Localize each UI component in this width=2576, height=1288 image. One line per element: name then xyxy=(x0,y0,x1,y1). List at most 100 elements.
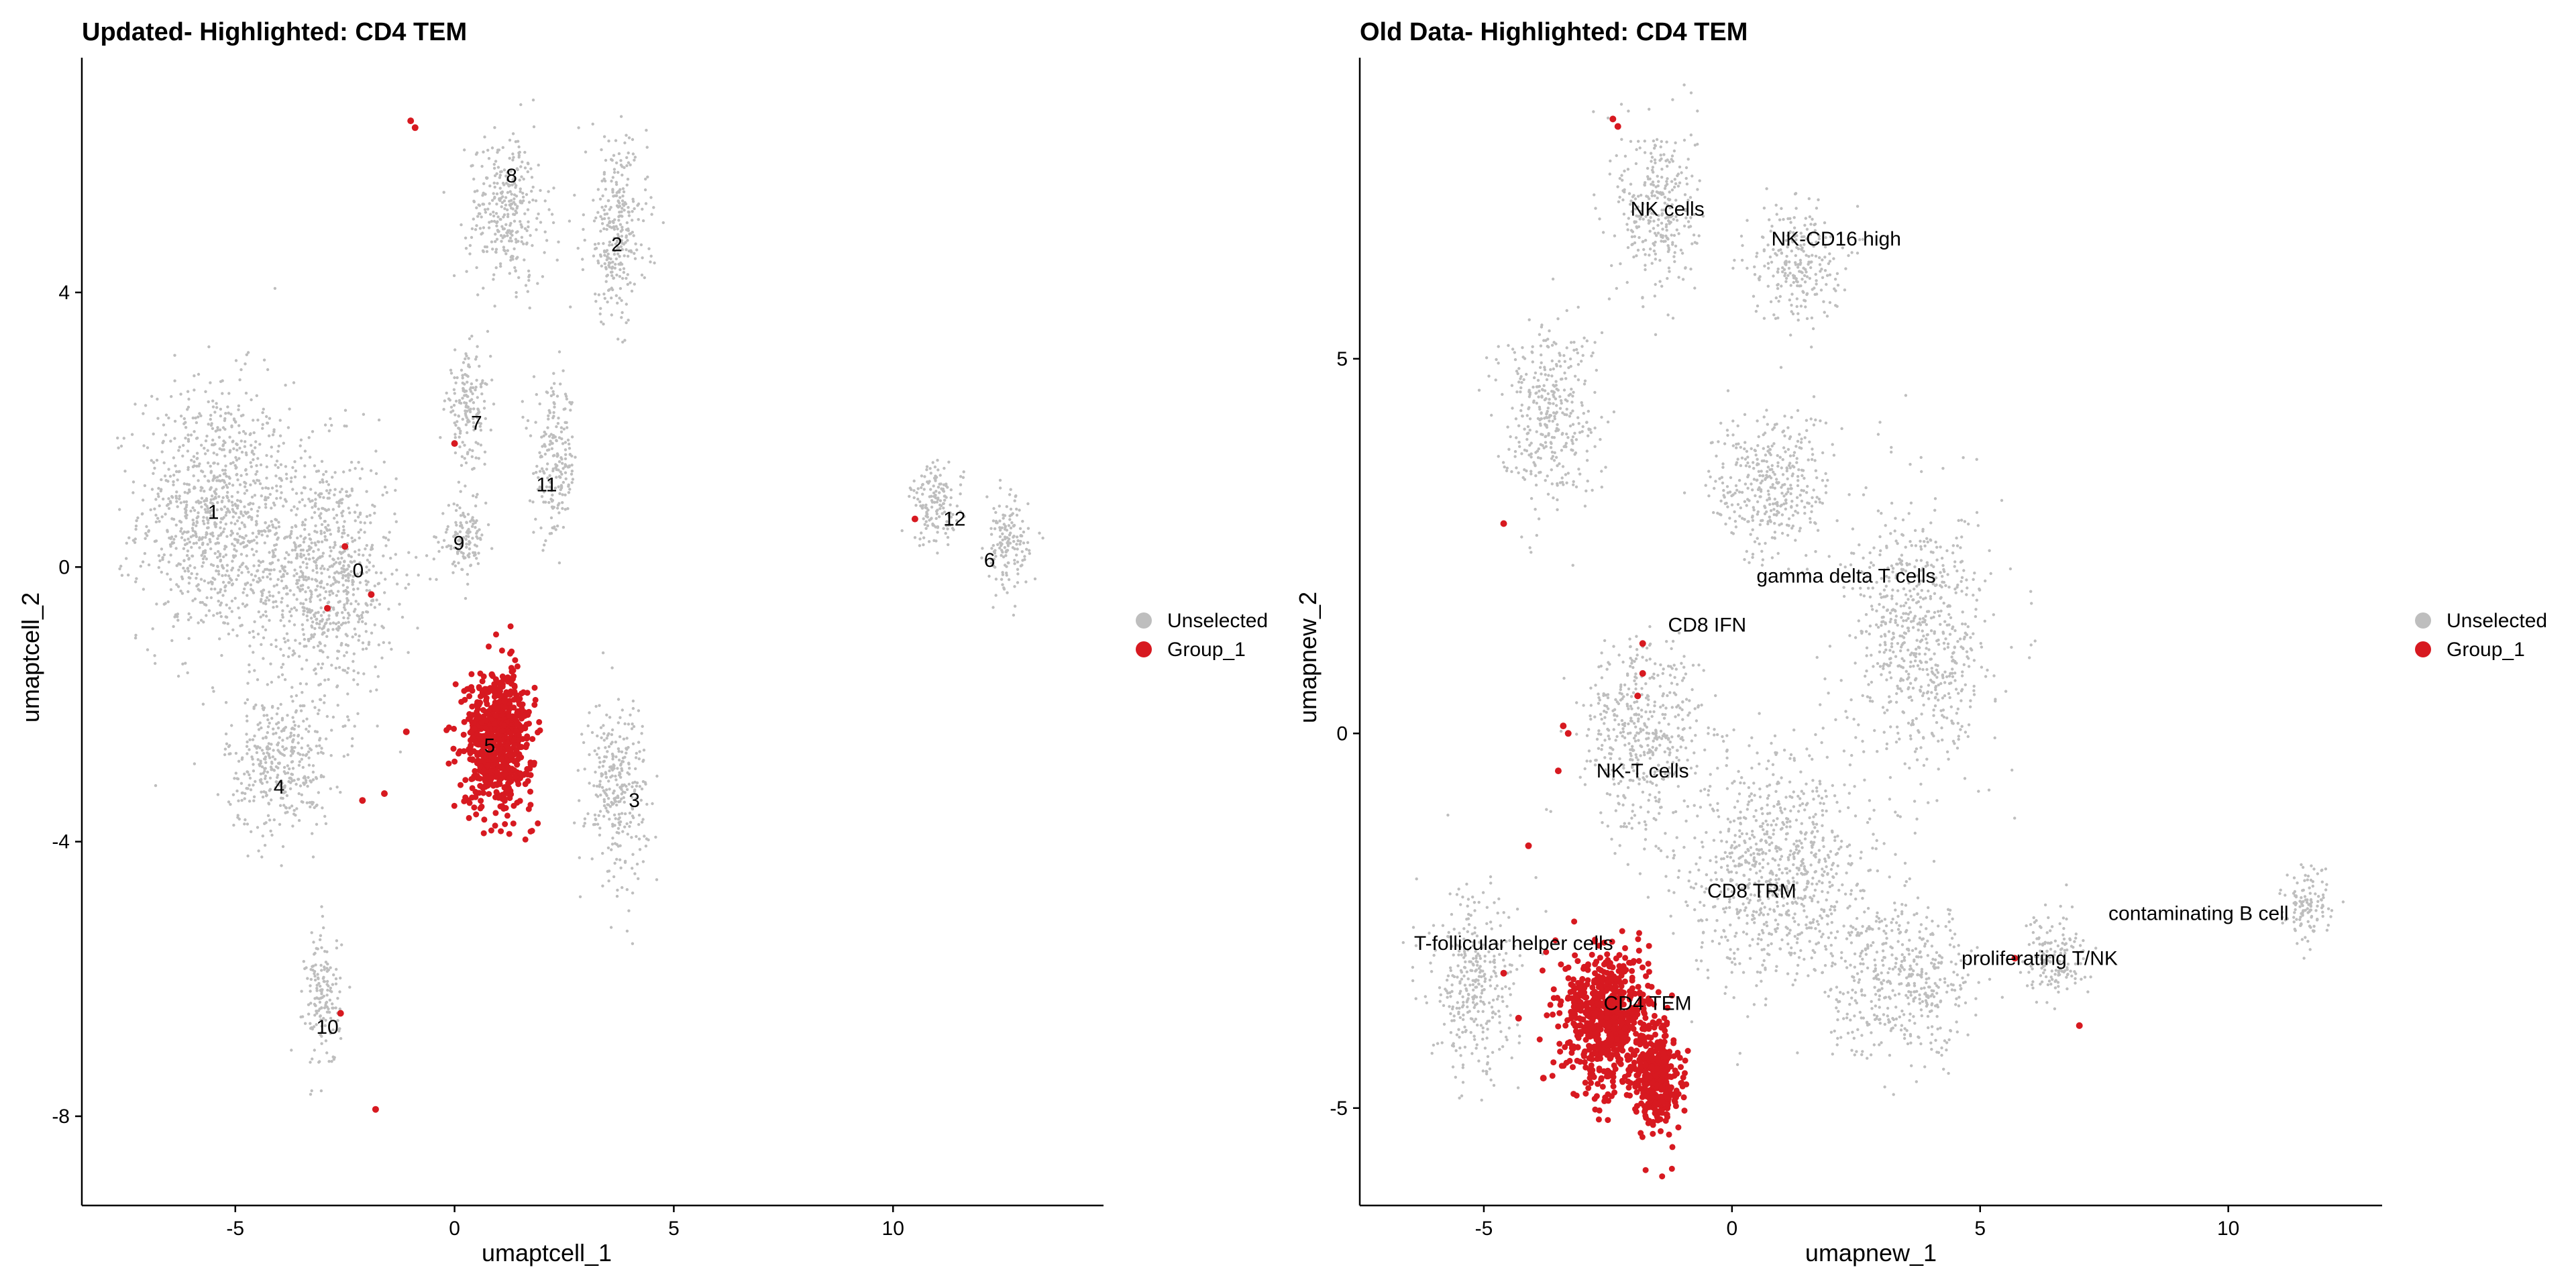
unselected-point xyxy=(1038,531,1041,535)
unselected-point xyxy=(316,973,319,976)
unselected-point xyxy=(329,989,332,993)
unselected-point xyxy=(614,741,617,744)
y-tick-label: 4 xyxy=(58,282,70,304)
unselected-point xyxy=(264,767,267,770)
unselected-point xyxy=(616,227,619,231)
unselected-point xyxy=(173,615,176,619)
unselected-point xyxy=(998,529,1002,532)
group-1-point xyxy=(506,712,513,719)
unselected-point xyxy=(274,474,278,478)
group-1-point xyxy=(519,715,525,722)
unselected-point xyxy=(1689,91,1693,95)
unselected-point xyxy=(1655,138,1659,142)
group-1-point xyxy=(473,741,480,747)
unselected-point xyxy=(998,486,1002,490)
unselected-point xyxy=(295,598,299,601)
unselected-point xyxy=(272,769,276,772)
unselected-point xyxy=(369,690,372,693)
unselected-point xyxy=(164,413,168,417)
unselected-point xyxy=(503,207,506,211)
unselected-point xyxy=(299,784,303,788)
unselected-point xyxy=(365,588,368,592)
unselected-point xyxy=(313,627,317,631)
unselected-point xyxy=(939,482,943,486)
unselected-point xyxy=(373,511,376,515)
unselected-point xyxy=(241,430,246,433)
unselected-point xyxy=(240,521,244,525)
unselected-point xyxy=(466,529,470,533)
unselected-point xyxy=(625,321,628,325)
unselected-point xyxy=(568,488,572,491)
unselected-point xyxy=(224,615,227,619)
unselected-point xyxy=(596,822,600,826)
unselected-point xyxy=(235,443,239,446)
unselected-point xyxy=(237,616,241,620)
unselected-point xyxy=(476,529,479,533)
unselected-point xyxy=(1000,553,1003,557)
unselected-point xyxy=(262,714,266,717)
unselected-point xyxy=(272,749,275,752)
unselected-point xyxy=(172,537,176,541)
unselected-point xyxy=(250,516,254,519)
group-1-point xyxy=(481,816,488,823)
unselected-point xyxy=(608,221,611,225)
unselected-point xyxy=(610,313,613,317)
unselected-point xyxy=(946,535,950,539)
unselected-point xyxy=(552,372,555,375)
unselected-point xyxy=(339,545,343,549)
group-1-point xyxy=(484,701,490,708)
unselected-point xyxy=(160,450,164,453)
unselected-point xyxy=(475,266,478,270)
unselected-point xyxy=(618,735,622,739)
unselected-point xyxy=(363,521,366,525)
group-1-point xyxy=(341,543,349,550)
unselected-point xyxy=(195,524,198,527)
unselected-point xyxy=(179,521,183,524)
unselected-point xyxy=(252,502,255,506)
unselected-point xyxy=(1019,539,1022,543)
unselected-point xyxy=(1693,213,1697,216)
unselected-point xyxy=(345,601,349,605)
unselected-point xyxy=(458,431,462,435)
unselected-point xyxy=(314,963,317,967)
unselected-point xyxy=(1684,216,1688,219)
group-1-point xyxy=(512,657,519,663)
unselected-point xyxy=(215,476,219,479)
unselected-point xyxy=(526,170,529,174)
unselected-point xyxy=(1009,507,1013,511)
unselected-point xyxy=(204,511,208,514)
group-1-point xyxy=(507,623,514,630)
unselected-point xyxy=(331,628,335,631)
unselected-point xyxy=(315,564,318,568)
unselected-point xyxy=(460,455,464,458)
unselected-point xyxy=(1015,543,1018,546)
unselected-point xyxy=(340,511,343,515)
unselected-point xyxy=(250,547,254,551)
unselected-point xyxy=(333,578,337,582)
unselected-point xyxy=(276,749,280,752)
unselected-point xyxy=(629,820,633,824)
unselected-point xyxy=(279,702,282,706)
unselected-point xyxy=(319,1089,323,1093)
unselected-point xyxy=(326,655,329,659)
unselected-point xyxy=(619,844,622,847)
unselected-point xyxy=(1663,195,1666,199)
unselected-point xyxy=(267,598,271,602)
unselected-point xyxy=(166,529,169,532)
unselected-point xyxy=(182,417,186,421)
unselected-point xyxy=(1666,276,1669,280)
unselected-point xyxy=(323,567,326,571)
unselected-point xyxy=(1010,521,1014,525)
unselected-point xyxy=(617,215,621,219)
unselected-point xyxy=(599,254,602,258)
unselected-point xyxy=(183,490,186,494)
unselected-point xyxy=(520,235,524,239)
unselected-point xyxy=(496,150,499,154)
unselected-point xyxy=(331,592,335,595)
unselected-point xyxy=(284,806,288,809)
unselected-point xyxy=(620,792,623,796)
unselected-point xyxy=(322,610,325,614)
unselected-point xyxy=(913,536,917,539)
unselected-point xyxy=(284,747,288,750)
unselected-point xyxy=(327,575,331,579)
